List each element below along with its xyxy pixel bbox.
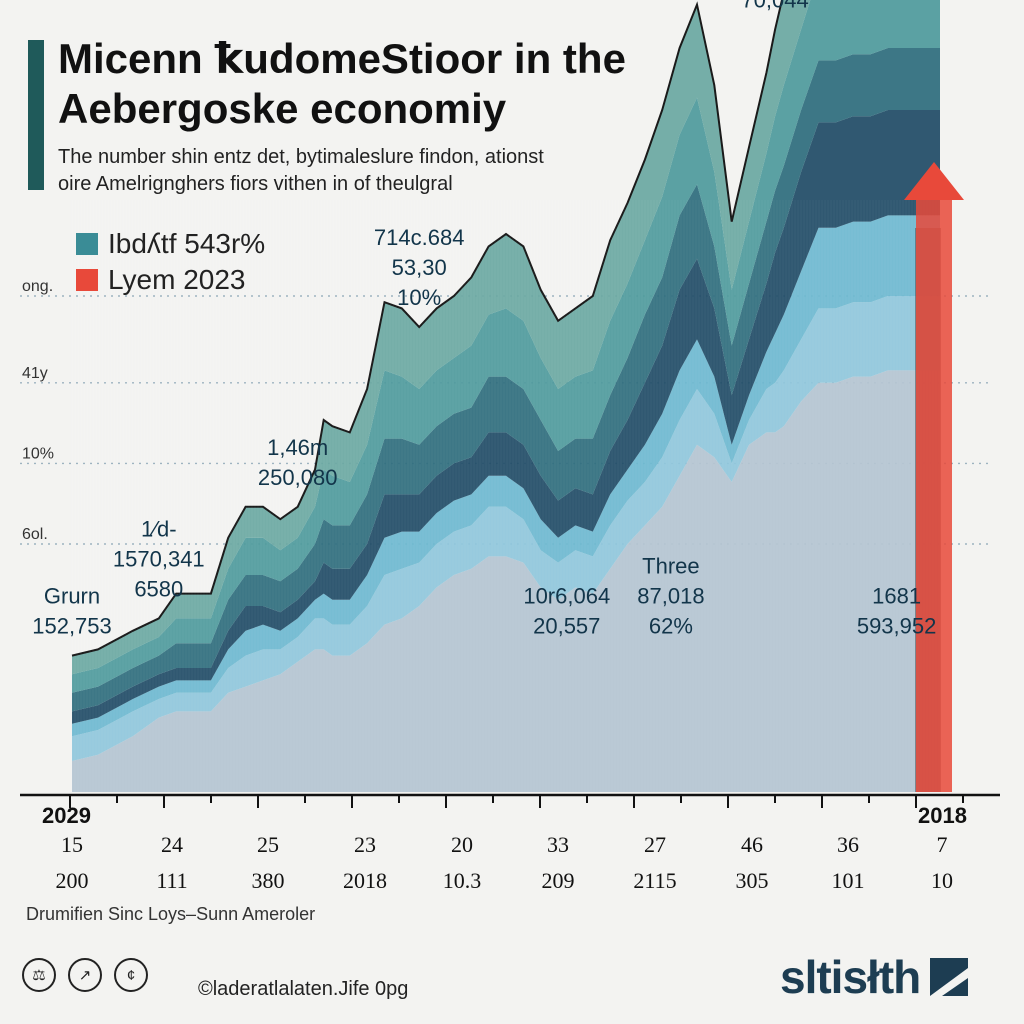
bottom-row-2-value: 111 [156, 868, 187, 893]
annotation-3-line-1: 1,46m [267, 435, 328, 460]
bottom-row-1-value: 36 [837, 832, 859, 857]
annotation-4-line-3: 10% [397, 285, 441, 310]
bottom-row-1-value: 46 [741, 832, 763, 857]
bottom-row-1-value: 24 [161, 832, 183, 857]
bottom-row-2-value: 101 [832, 868, 865, 893]
y-tick-label-4: 6ol. [22, 526, 48, 543]
bottom-row-2-value: 2115 [633, 868, 676, 893]
footer-icon-row: ⚖ ↗ ¢ [22, 958, 148, 992]
arrow-head-icon [904, 162, 964, 200]
bottom-row-1-value: 33 [547, 832, 569, 857]
title-line-1: Micenn ꝁudomeStioor in the [58, 35, 626, 82]
annotation-6-line-3: 62% [649, 614, 693, 639]
page-title: Micenn ꝁudomeStioor in the Aebergoske ec… [58, 34, 758, 134]
legend-swatch-red [76, 269, 98, 291]
bottom-row-2-value: 10.3 [443, 868, 482, 893]
bottom-row-1-value: 27 [644, 832, 666, 857]
x-axis-end-label: 2018 [918, 803, 967, 828]
area-band-dark [72, 48, 940, 712]
legend-item-1: Ibdʎtf 543r% [76, 226, 265, 262]
area-band-lighter [72, 296, 940, 761]
bottom-row-1-value: 15 [61, 832, 83, 857]
bottom-row-2-value: 380 [252, 868, 285, 893]
bottom-row-1-value: 7 [937, 832, 948, 857]
area-band-mid [72, 0, 940, 693]
annotation-5-line-2: 20,557 [533, 614, 600, 639]
bottom-row-2-value: 2018 [343, 868, 387, 893]
bottom-row-2-value: 10 [931, 868, 953, 893]
annotation-6-line-2: 87,018 [637, 584, 704, 609]
area-band-darkest [72, 110, 940, 724]
annotation-4-line-1: 714c.684 [374, 225, 465, 250]
annotation-2-line-3: 6580 [134, 576, 183, 601]
area-band-light [72, 215, 940, 737]
x-axis-start-label: 2029 [42, 803, 91, 828]
arrow-shaft [916, 200, 952, 792]
brand-mark-icon [930, 958, 969, 996]
coin-icon: ¢ [114, 958, 148, 992]
footer-url: ©laderatlalaten.Jife 0pg [198, 978, 409, 1000]
area-band-base [72, 370, 940, 792]
chart-legend: Ibdʎtf 543r% Lyem 2023 [76, 226, 265, 298]
annotation-4-line-2: 53,30 [392, 255, 447, 280]
area-band-top [72, 0, 811, 675]
annotation-2-line-2: 1570,341 [113, 546, 205, 571]
brand-logo: sltisłth [780, 950, 969, 1004]
annotation-8-line-1: 1681 [872, 584, 921, 609]
title-accent-bar [28, 40, 44, 190]
legend-item-2: Lyem 2023 [76, 262, 265, 298]
bottom-row-2-value: 209 [542, 868, 575, 893]
y-tick-label-3: 10% [22, 445, 54, 462]
bottom-row-2-value: 305 [736, 868, 769, 893]
annotation-2-line-1: 1⁄d- [141, 516, 176, 541]
bottom-row-1-value: 23 [354, 832, 376, 857]
title-line-2: Aebergoske economiy [58, 85, 507, 132]
bottom-row-1-value: 20 [451, 832, 473, 857]
annotation-3-line-2: 250,080 [258, 465, 338, 490]
annotation-1-line-1: Grurn [44, 584, 100, 609]
scale-icon: ⚖ [22, 958, 56, 992]
trend-icon: ↗ [68, 958, 102, 992]
annotation-7-line-2: 70,044 [741, 0, 808, 12]
annotation-6-line-1: Three [642, 554, 699, 579]
subtitle-line-2: oire Amelrignghers fiors vithen in of th… [58, 173, 453, 195]
area-top-outline [71, 0, 784, 657]
legend-label-2: Lyem 2023 [108, 264, 246, 295]
annotation-5-line-1: 10r6,064 [523, 584, 610, 609]
bottom-row-2-value: 200 [56, 868, 89, 893]
legend-swatch-teal [76, 233, 98, 255]
legend-label-1: Ibdʎtf 543r% [108, 228, 266, 259]
subtitle-line-1: The number shin entz det, bytimaleslure … [58, 146, 544, 168]
annotation-1-line-2: 152,753 [32, 614, 112, 639]
y-tick-label-1: ong. [22, 278, 53, 295]
annotation-8-line-2: 593,952 [857, 614, 937, 639]
page-subtitle: The number shin entz det, bytimaleslure … [58, 144, 738, 198]
y-tick-label-2: 41y [22, 365, 48, 382]
brand-name: sltisłth [780, 951, 921, 1003]
source-note: Drumifien Sinc Loys–Sunn Ameroler [26, 904, 316, 924]
bottom-row-1-value: 25 [257, 832, 279, 857]
